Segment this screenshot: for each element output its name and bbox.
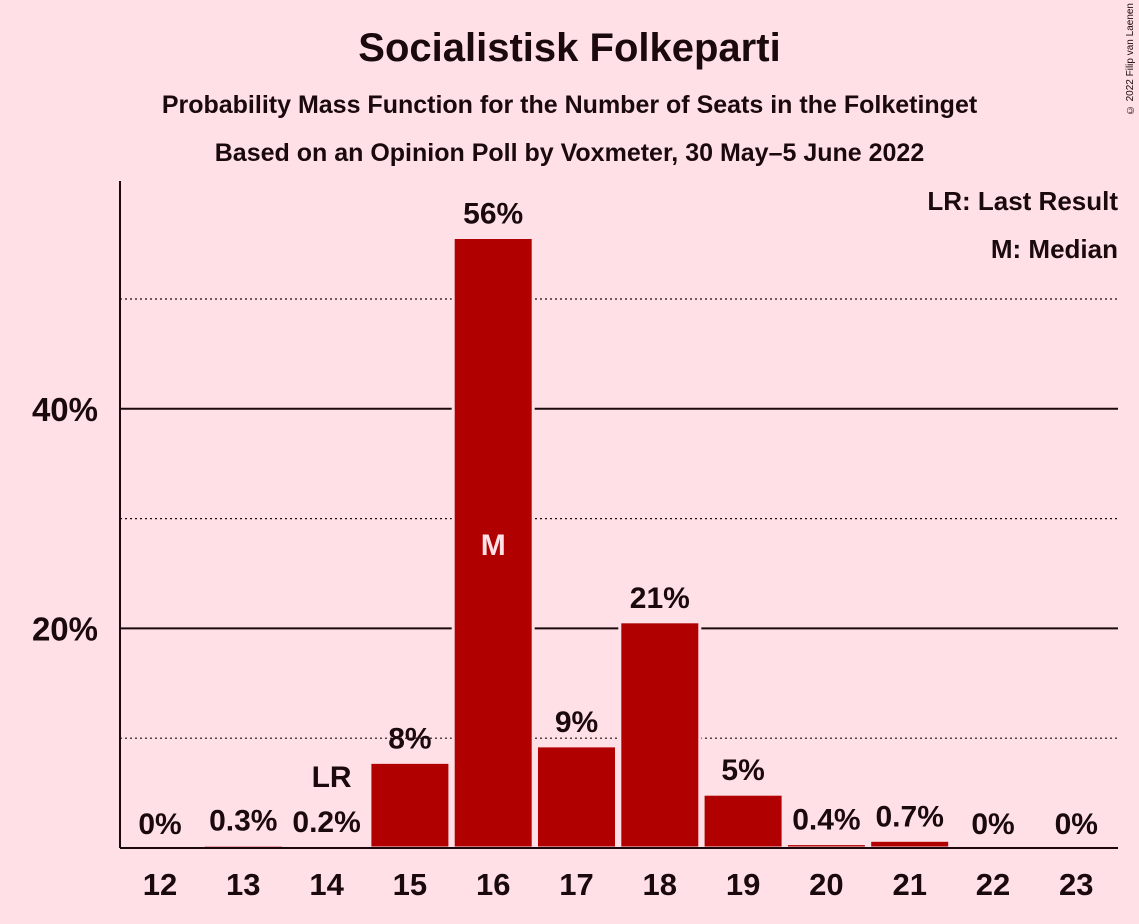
bar-21 bbox=[868, 838, 952, 850]
bar-18 bbox=[618, 620, 702, 850]
x-tick-label-22: 22 bbox=[976, 867, 1010, 902]
x-tick-label-12: 12 bbox=[143, 867, 177, 902]
bar-15 bbox=[368, 760, 452, 850]
last-result-marker: LR bbox=[312, 761, 352, 794]
x-tick-label-23: 23 bbox=[1059, 867, 1093, 902]
value-label-18: 21% bbox=[630, 582, 690, 615]
value-label-21: 0.7% bbox=[876, 800, 944, 833]
value-label-20: 0.4% bbox=[792, 804, 860, 837]
x-tick-label-14: 14 bbox=[309, 867, 344, 902]
value-label-22: 0% bbox=[971, 808, 1014, 841]
chart-source-note: Based on an Opinion Poll by Voxmeter, 30… bbox=[214, 139, 925, 167]
value-label-23: 0% bbox=[1055, 808, 1098, 841]
chart-subtitle: Probability Mass Function for the Number… bbox=[161, 91, 978, 119]
median-marker: M bbox=[481, 529, 506, 562]
value-label-17: 9% bbox=[555, 706, 598, 739]
x-tick-label-16: 16 bbox=[476, 867, 510, 902]
x-tick-label-19: 19 bbox=[726, 867, 760, 902]
chart-title: Socialistisk Folkeparti bbox=[358, 26, 781, 70]
value-label-14: 0.2% bbox=[292, 806, 360, 839]
value-label-13: 0.3% bbox=[209, 805, 277, 838]
bar-17 bbox=[535, 744, 618, 850]
y-tick-label-40: 40% bbox=[32, 391, 98, 428]
x-tick-label-18: 18 bbox=[643, 867, 677, 902]
value-label-12: 0% bbox=[138, 808, 181, 841]
bar-16 bbox=[451, 236, 535, 850]
x-tick-label-21: 21 bbox=[892, 867, 926, 902]
x-tick-label-20: 20 bbox=[809, 867, 843, 902]
value-label-19: 5% bbox=[721, 754, 764, 787]
value-label-15: 8% bbox=[388, 722, 431, 755]
bar-19 bbox=[701, 792, 785, 850]
x-tick-label-17: 17 bbox=[559, 867, 593, 902]
x-tick-label-13: 13 bbox=[226, 867, 260, 902]
value-label-16: 56% bbox=[463, 198, 523, 231]
legend-entry-1: M: Median bbox=[991, 234, 1118, 264]
x-tick-label-15: 15 bbox=[393, 867, 427, 902]
y-tick-label-20: 20% bbox=[32, 610, 98, 647]
legend-entry-0: LR: Last Result bbox=[927, 186, 1118, 216]
